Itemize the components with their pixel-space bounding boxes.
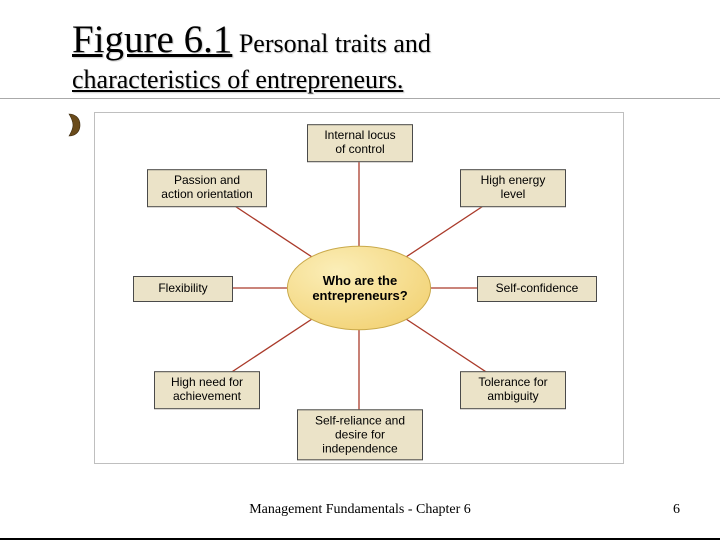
figure-number: Figure 6.1: [72, 18, 232, 61]
heading-rule: [0, 98, 720, 99]
outer-node-top: Internal locusof control: [307, 124, 413, 162]
outer-node-top-left: Passion andaction orientation: [147, 169, 267, 207]
figure-title-line1: Personal traits and: [232, 29, 431, 58]
slide: Figure 6.1 Personal traits and character…: [0, 0, 720, 540]
footer-text: Management Fundamentals - Chapter 6: [0, 502, 720, 518]
bullet-icon: [66, 112, 84, 138]
figure-heading: Figure 6.1 Personal traits and character…: [72, 18, 680, 95]
figure-title-line2: characteristics of entrepreneurs.: [72, 65, 680, 95]
outer-node-left: Flexibility: [133, 276, 233, 302]
outer-node-bottom-left: High need forachievement: [154, 371, 260, 409]
outer-node-right: Self-confidence: [477, 276, 597, 302]
diagram-frame: Who are theentrepreneurs?Internal locuso…: [94, 112, 624, 464]
diagram-stage: Who are theentrepreneurs?Internal locuso…: [95, 113, 623, 463]
page-number: 6: [673, 502, 680, 518]
outer-node-bottom: Self-reliance anddesire forindependence: [297, 409, 423, 460]
outer-node-bottom-right: Tolerance forambiguity: [460, 371, 566, 409]
outer-node-top-right: High energylevel: [460, 169, 566, 207]
